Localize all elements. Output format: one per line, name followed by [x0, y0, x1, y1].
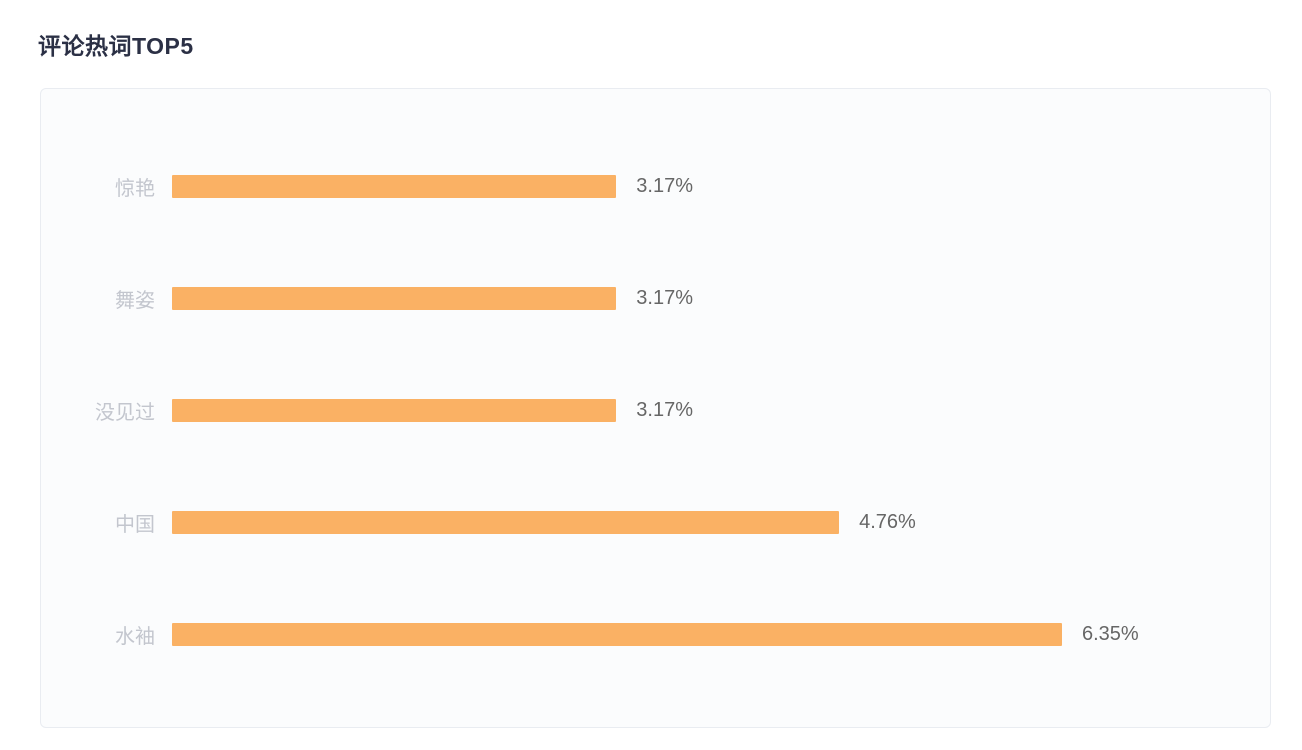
category-label: 惊艳: [115, 177, 155, 200]
chart-card: 惊艳 3.17% 舞姿 3.17% 没见过 3.17% 中国 4.76% 水袖 6.35%: [40, 88, 1271, 728]
chart-row: 惊艳 3.17%: [41, 130, 1270, 242]
chart-row: 舞姿 3.17%: [41, 242, 1270, 354]
category-label: 舞姿: [115, 289, 155, 312]
bar[interactable]: [172, 286, 617, 310]
chart-row: 中国 4.76%: [41, 466, 1270, 578]
page-title: 评论热词TOP5: [38, 33, 194, 59]
value-label: 3.17%: [636, 174, 694, 197]
bar[interactable]: [172, 174, 617, 198]
category-label: 水袖: [115, 625, 155, 648]
value-label: 3.17%: [636, 286, 694, 309]
bar-chart: 惊艳 3.17% 舞姿 3.17% 没见过 3.17% 中国 4.76% 水袖 6.35%: [41, 89, 1270, 690]
value-label: 4.76%: [859, 510, 916, 533]
chart-row: 没见过 3.17%: [41, 354, 1270, 466]
category-label: 没见过: [95, 401, 155, 424]
bar[interactable]: [172, 398, 617, 422]
bar[interactable]: [172, 510, 840, 534]
category-label: 中国: [115, 513, 155, 536]
value-label: 3.17%: [636, 398, 694, 421]
value-label: 6.35%: [1082, 622, 1139, 645]
chart-row: 水袖 6.35%: [41, 578, 1270, 690]
bar[interactable]: [172, 622, 1062, 646]
